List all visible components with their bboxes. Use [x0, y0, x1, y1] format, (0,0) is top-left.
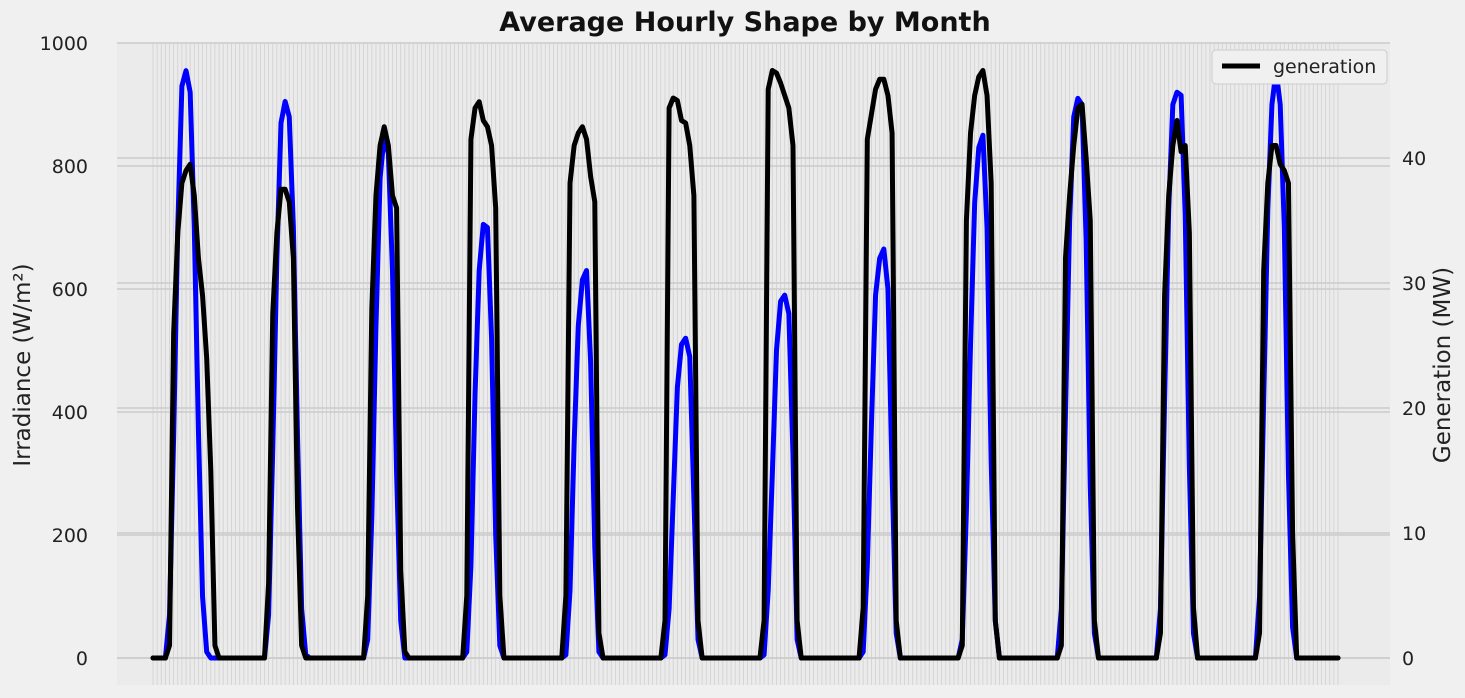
left-axis-ticks: 0 200 400 600 800 1000 [40, 33, 88, 670]
right-axis-ticks: 0 10 20 30 40 [1402, 148, 1426, 670]
legend-label-generation: generation [1273, 56, 1376, 78]
series-layer [150, 68, 1341, 661]
legend: generation [1211, 49, 1388, 85]
y-tick-label: 800 [52, 156, 88, 178]
series-line-generation [150, 68, 1341, 661]
y2-tick-label: 30 [1402, 273, 1426, 295]
chart-title: Average Hourly Shape by Month [499, 7, 990, 38]
y-tick-label: 600 [52, 279, 88, 301]
y-tick-label: 0 [76, 648, 88, 670]
y-tick-label: 1000 [40, 33, 88, 55]
y2-tick-label: 40 [1402, 148, 1426, 170]
y-tick-label: 400 [52, 402, 88, 424]
y2-tick-label: 0 [1402, 648, 1414, 670]
y2-axis-label: Generation (MW) [1430, 267, 1456, 463]
legend-box [1211, 49, 1388, 85]
y2-tick-label: 20 [1402, 398, 1426, 420]
plot-background [117, 43, 1390, 685]
y-axis-label: Irradiance (W/m²) [10, 263, 36, 466]
y2-tick-label: 10 [1402, 523, 1426, 545]
y-tick-label: 200 [52, 525, 88, 547]
